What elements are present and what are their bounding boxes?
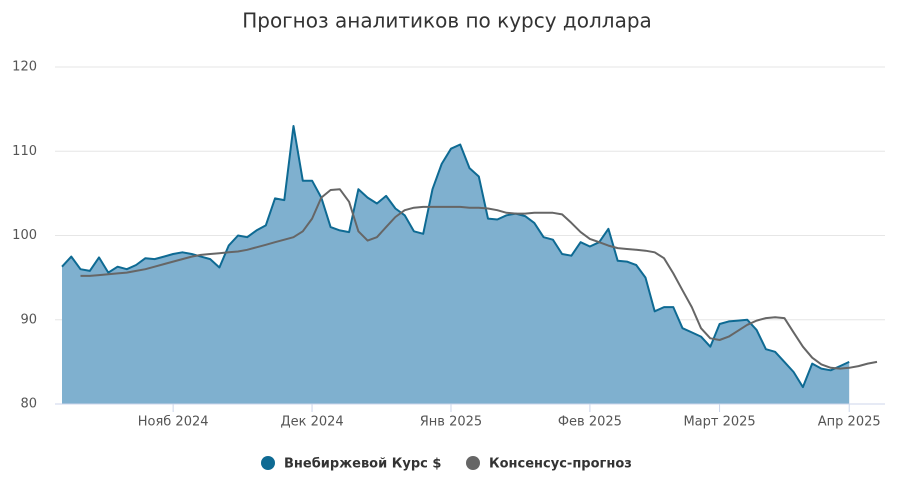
y-tick-label: 100 [12,228,37,243]
area [62,126,850,404]
legend-marker[interactable] [261,456,275,470]
x-tick-label: Янв 2025 [420,415,482,430]
chart-title: Прогноз аналитиков по курсу доллара [242,9,652,33]
x-tick-label: Март 2025 [683,415,755,430]
y-tick-label: 120 [12,60,37,75]
x-tick-label: Апр 2025 [818,415,881,430]
x-tick-label: Нояб 2024 [138,415,209,430]
legend-marker[interactable] [466,456,480,470]
y-tick-label: 90 [20,312,37,327]
y-tick-label: 110 [12,144,37,159]
line [80,188,878,370]
legend-label[interactable]: Внебиржевой Курс $ [284,457,441,472]
x-tick-label: Дек 2024 [280,415,343,430]
line [61,125,850,389]
legend-label[interactable]: Консенсус-прогноз [489,457,632,472]
x-tick-label: Фев 2025 [558,415,622,430]
y-tick-label: 80 [20,397,37,412]
